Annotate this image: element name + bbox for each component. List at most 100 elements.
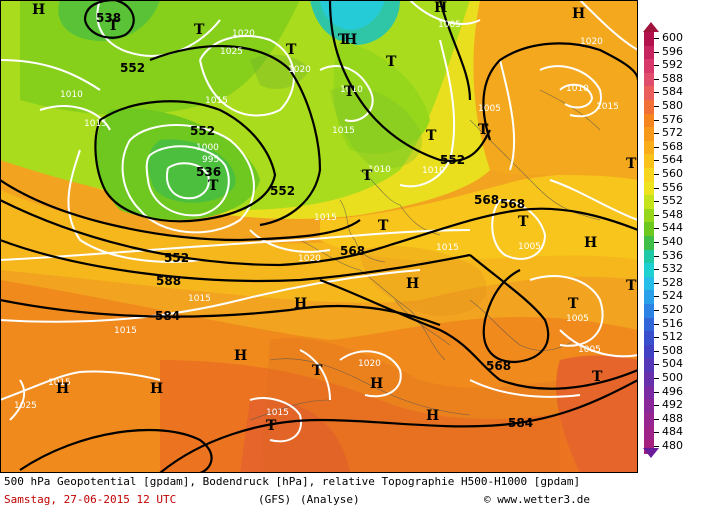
high-marker: H [572, 6, 585, 22]
pressure-label: 1005 [566, 314, 589, 324]
legend-tick [654, 350, 659, 352]
pressure-label: 1010 [368, 165, 391, 175]
low-marker: T [592, 369, 603, 385]
low-marker: T [518, 214, 529, 230]
legend-entry: 512 [640, 330, 704, 345]
high-marker: H [150, 381, 163, 397]
legend-tick [654, 323, 659, 325]
high-marker: H [294, 296, 307, 312]
legend-entry: 532 [640, 262, 704, 277]
legend-tick [654, 38, 659, 39]
legend-value: 556 [662, 180, 683, 194]
pressure-label: 1015 [314, 213, 337, 223]
legend-entry: 556 [640, 180, 704, 196]
legend-entry: 576 [640, 113, 704, 128]
legend-value: 508 [662, 343, 683, 357]
pressure-label: 1015 [332, 126, 355, 136]
geo-label: 552 [164, 251, 189, 265]
legend-value: 536 [662, 248, 683, 262]
low-marker: T [344, 84, 355, 100]
map-description: 500 hPa Geopotential [gpdam], Bodendruck… [4, 475, 581, 488]
legend-entry: 548 [640, 207, 704, 223]
geo-label: 568 [486, 359, 511, 373]
geo-label: 538 [96, 11, 121, 25]
low-marker: T [266, 418, 277, 434]
map-canvas: 538 552 552 552 536 552 552 568 568 588 … [0, 0, 638, 473]
legend-value: 584 [662, 85, 683, 99]
legend-entry: 552 [640, 194, 704, 209]
geo-label: 588 [156, 274, 181, 288]
low-marker: T [478, 122, 489, 138]
legend-swatch [644, 140, 654, 155]
legend-value: 500 [662, 371, 683, 384]
high-marker: H [344, 32, 357, 48]
pressure-label: 1010 [340, 85, 363, 95]
geo-label: 568 [500, 197, 525, 211]
legend-swatch [644, 72, 654, 87]
geo-label: 584 [155, 309, 180, 323]
high-marker: H [406, 276, 419, 292]
low-marker: T [286, 42, 297, 58]
pressure-labels: 1020 1025 1010 1015 1015 1020 1010 1015 … [14, 20, 619, 418]
legend-swatch [644, 263, 654, 277]
credit-link[interactable]: © www.wetter3.de [484, 493, 590, 506]
pressure-label: 1015 [84, 119, 107, 129]
model-name: (GFS) [258, 493, 292, 506]
legend-value: 524 [662, 289, 683, 303]
high-marker: H [370, 376, 383, 392]
low-marker: T [386, 54, 397, 70]
pressure-label: 1005 [478, 104, 501, 114]
legend-swatch [644, 276, 654, 291]
low-marker: T [568, 296, 579, 312]
pressure-label: 1020 [358, 359, 381, 369]
legend-tick [654, 405, 659, 407]
pressure-label: 1025 [220, 47, 243, 57]
legend-tick [654, 174, 659, 175]
high-marker: H [426, 408, 439, 424]
legend-value: 596 [662, 44, 683, 58]
legend-tick [654, 364, 659, 366]
geo-label: 584 [508, 416, 533, 430]
valid-date: Samstag, 27-06-2015 12 UTC [4, 493, 177, 506]
pressure-label: 1015 [188, 294, 211, 304]
high-marker: H [234, 348, 247, 364]
legend-entry: 504 [640, 357, 704, 372]
pressure-label: 1010 [566, 84, 589, 94]
legend-value: 528 [662, 275, 683, 289]
legend-value: 548 [662, 207, 683, 221]
legend-tick [654, 378, 659, 379]
legend-tick [654, 146, 659, 148]
low-marker: T [338, 32, 349, 48]
legend-entry: 596 [640, 44, 704, 60]
legend-value: 520 [662, 303, 683, 316]
legend-swatch [644, 399, 654, 413]
legend-entry: 500 [640, 371, 704, 386]
pressure-label: 1020 [232, 29, 255, 39]
pressure-label: 1025 [14, 401, 37, 411]
geopotential-labels: 538 552 552 552 536 552 552 568 568 588 … [96, 11, 533, 430]
legend-value: 580 [662, 99, 683, 112]
legend-entry: 572 [640, 126, 704, 141]
high-pressure-markers: H H H H H H H H H H H H [32, 0, 597, 424]
legend-swatch [644, 45, 654, 60]
legend-tick [654, 337, 659, 339]
low-marker: T [626, 156, 637, 172]
legend-entry: 592 [640, 58, 704, 73]
legend-swatch [644, 59, 654, 73]
geopotential-contours [0, 0, 638, 473]
legend-swatch [644, 317, 654, 332]
pressure-label: 1015 [266, 408, 289, 418]
legend-entry: 524 [640, 289, 704, 304]
legend-swatch [644, 236, 654, 250]
legend-entry: 536 [640, 248, 704, 264]
legend-swatch [644, 344, 654, 359]
geo-label: 552 [270, 184, 295, 198]
legend-entry: 480 [640, 439, 704, 454]
pressure-label: 1015 [596, 102, 619, 112]
legend-swatch [644, 100, 654, 114]
legend-swatch [644, 304, 654, 318]
legend-value: 600 [662, 31, 683, 44]
legend-value: 516 [662, 316, 683, 330]
legend-tick [654, 65, 659, 67]
pressure-label: 1015 [436, 243, 459, 253]
